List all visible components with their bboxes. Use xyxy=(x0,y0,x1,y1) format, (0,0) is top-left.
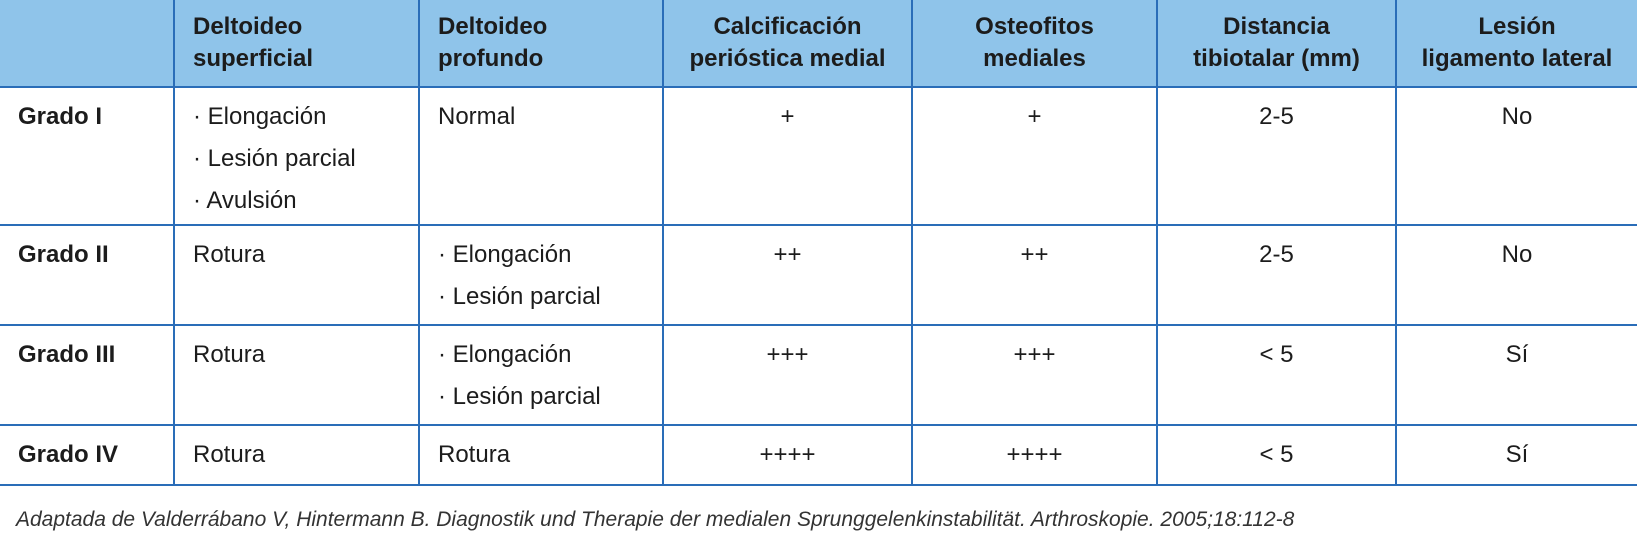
grade-table: Deltoideo superficial Deltoideo profundo Cal… xyxy=(0,0,1637,486)
grade-cell: Grado II xyxy=(0,224,175,326)
cell-line: · Lesión parcial xyxy=(438,283,601,310)
grade-cell: Grado IV xyxy=(0,424,175,486)
table-cell: ++++ xyxy=(662,424,913,486)
table-cell: + xyxy=(662,86,913,226)
table-cell: · Elongación · Lesión parcial xyxy=(418,324,664,426)
table-row: Grado I · Elongación · Lesión parcial · Avu… xyxy=(0,86,1637,226)
cell-line: · Lesión parcial xyxy=(438,383,601,410)
cell-line: No xyxy=(1501,241,1533,268)
footnote: Adaptada de Valderrábano V, Hintermann B… xyxy=(16,508,1295,531)
header-line: ligamento lateral xyxy=(1421,45,1613,72)
table-cell: +++ xyxy=(662,324,913,426)
cell-line: Rotura xyxy=(193,241,266,268)
header-line: perióstica medial xyxy=(689,45,886,72)
table-cell: < 5 xyxy=(1156,324,1397,426)
cell-line: No xyxy=(1501,103,1533,130)
cell-line: ++ xyxy=(773,241,802,268)
table-cell: Rotura xyxy=(418,424,664,486)
header-line: superficial xyxy=(193,45,314,72)
table-cell: 2-5 xyxy=(1156,224,1397,326)
cell-line: < 5 xyxy=(1259,341,1294,368)
cell-line: + xyxy=(1027,103,1042,130)
header-line: mediales xyxy=(983,45,1086,72)
table-cell: Rotura xyxy=(173,324,420,426)
cell-line: Rotura xyxy=(193,441,266,468)
header-row: Deltoideo superficial Deltoideo profundo Cal… xyxy=(0,0,1637,88)
cell-line: Normal xyxy=(438,103,516,130)
table-cell: ++ xyxy=(911,224,1158,326)
table-cell: Rotura xyxy=(173,424,420,486)
table-cell: Sí xyxy=(1395,424,1637,486)
column-header: Deltoideo superficial xyxy=(173,0,420,88)
cell-line: < 5 xyxy=(1259,441,1294,468)
cell-line: · Elongación xyxy=(438,241,572,268)
cell-line: Rotura xyxy=(438,441,511,468)
cell-line: · Avulsión xyxy=(193,187,297,214)
cell-line: Sí xyxy=(1505,341,1529,368)
header-line: profundo xyxy=(438,45,544,72)
table-cell: Rotura xyxy=(173,224,420,326)
table-cell: No xyxy=(1395,224,1637,326)
grade-cell: Grado III xyxy=(0,324,175,426)
table-row: Grado IV Rotura Rotura ++++ ++++ < 5 Sí xyxy=(0,424,1637,486)
table-cell: No xyxy=(1395,86,1637,226)
cell-line: ++++ xyxy=(759,441,816,468)
header-line: Deltoideo xyxy=(438,13,548,40)
cell-line: + xyxy=(780,103,795,130)
table-cell: Normal xyxy=(418,86,664,226)
column-header: Calcificación perióstica medial xyxy=(662,0,913,88)
column-header: Osteofitos mediales xyxy=(911,0,1158,88)
cell-line: ++++ xyxy=(1006,441,1063,468)
header-line: Lesión xyxy=(1478,13,1556,40)
table-cell: ++++ xyxy=(911,424,1158,486)
cell-line: · Elongación xyxy=(193,103,327,130)
header-line: Calcificación xyxy=(713,13,862,40)
column-header: Distancia tibiotalar (mm) xyxy=(1156,0,1397,88)
table-row: Grado II Rotura · Elongación · Lesión parci… xyxy=(0,224,1637,326)
grade-cell: Grado I xyxy=(0,86,175,226)
cell-line: +++ xyxy=(1013,341,1056,368)
corner-cell xyxy=(0,0,175,88)
cell-line: 2-5 xyxy=(1259,103,1294,130)
table-cell: · Elongación · Lesión parcial · Avulsión xyxy=(173,86,420,226)
cell-line: · Lesión parcial xyxy=(193,145,356,172)
table-cell: +++ xyxy=(911,324,1158,426)
header-line: tibiotalar (mm) xyxy=(1193,45,1360,72)
cell-line: Sí xyxy=(1505,441,1529,468)
cell-line: · Elongación xyxy=(438,341,572,368)
cell-line: Rotura xyxy=(193,341,266,368)
table-row: Grado III Rotura · Elongación · Lesión parc… xyxy=(0,324,1637,426)
header-line: Osteofitos xyxy=(975,13,1094,40)
header-line: Deltoideo xyxy=(193,13,303,40)
table-cell: 2-5 xyxy=(1156,86,1397,226)
column-header: Deltoideo profundo xyxy=(418,0,664,88)
table-cell: · Elongación · Lesión parcial xyxy=(418,224,664,326)
table-cell: + xyxy=(911,86,1158,226)
table-cell: < 5 xyxy=(1156,424,1397,486)
table-body: Grado I · Elongación · Lesión parcial · Avu… xyxy=(0,86,1637,486)
header-line: Distancia xyxy=(1223,13,1330,40)
column-header: Lesión ligamento lateral xyxy=(1395,0,1637,88)
cell-line: +++ xyxy=(766,341,809,368)
cell-line: ++ xyxy=(1020,241,1049,268)
cell-line: 2-5 xyxy=(1259,241,1294,268)
table-cell: ++ xyxy=(662,224,913,326)
table-cell: Sí xyxy=(1395,324,1637,426)
